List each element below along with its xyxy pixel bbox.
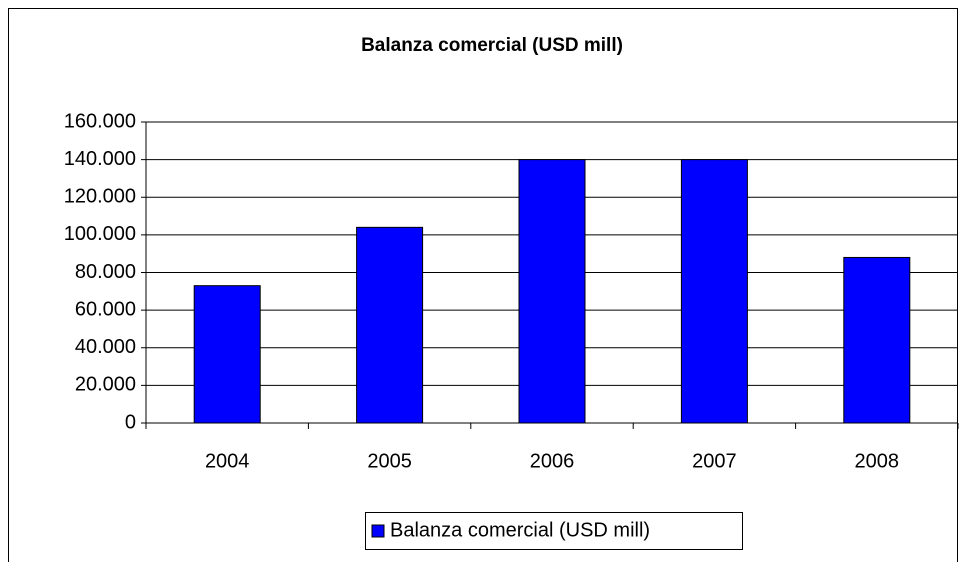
- y-tick-label: 40.000: [75, 336, 136, 358]
- chart-frame: [8, 8, 958, 562]
- bar: [356, 226, 424, 424]
- y-tick-label: 60.000: [75, 298, 136, 320]
- bar: [680, 159, 748, 424]
- x-tick-label: 2006: [530, 450, 575, 472]
- x-tick-label: 2005: [367, 450, 412, 472]
- x-tick-label: 2008: [855, 450, 900, 472]
- bar: [518, 159, 586, 424]
- y-tick-label: 0: [125, 411, 136, 433]
- bar: [193, 285, 261, 424]
- y-tick-label: 20.000: [75, 374, 136, 396]
- legend-box: [365, 512, 743, 550]
- y-tick-label: 80.000: [75, 261, 136, 283]
- y-tick-label: 140.000: [64, 148, 136, 170]
- legend-swatch: [371, 524, 385, 538]
- y-tick-label: 120.000: [64, 186, 136, 208]
- bar: [843, 256, 911, 424]
- legend-label: Balanza comercial (USD mill): [390, 519, 650, 541]
- y-tick-label: 100.000: [64, 223, 136, 245]
- x-tick-label: 2007: [692, 450, 737, 472]
- y-tick-label: 160.000: [64, 110, 136, 132]
- x-tick-label: 2004: [205, 450, 250, 472]
- chart-title: Balanza comercial (USD mill): [361, 35, 623, 56]
